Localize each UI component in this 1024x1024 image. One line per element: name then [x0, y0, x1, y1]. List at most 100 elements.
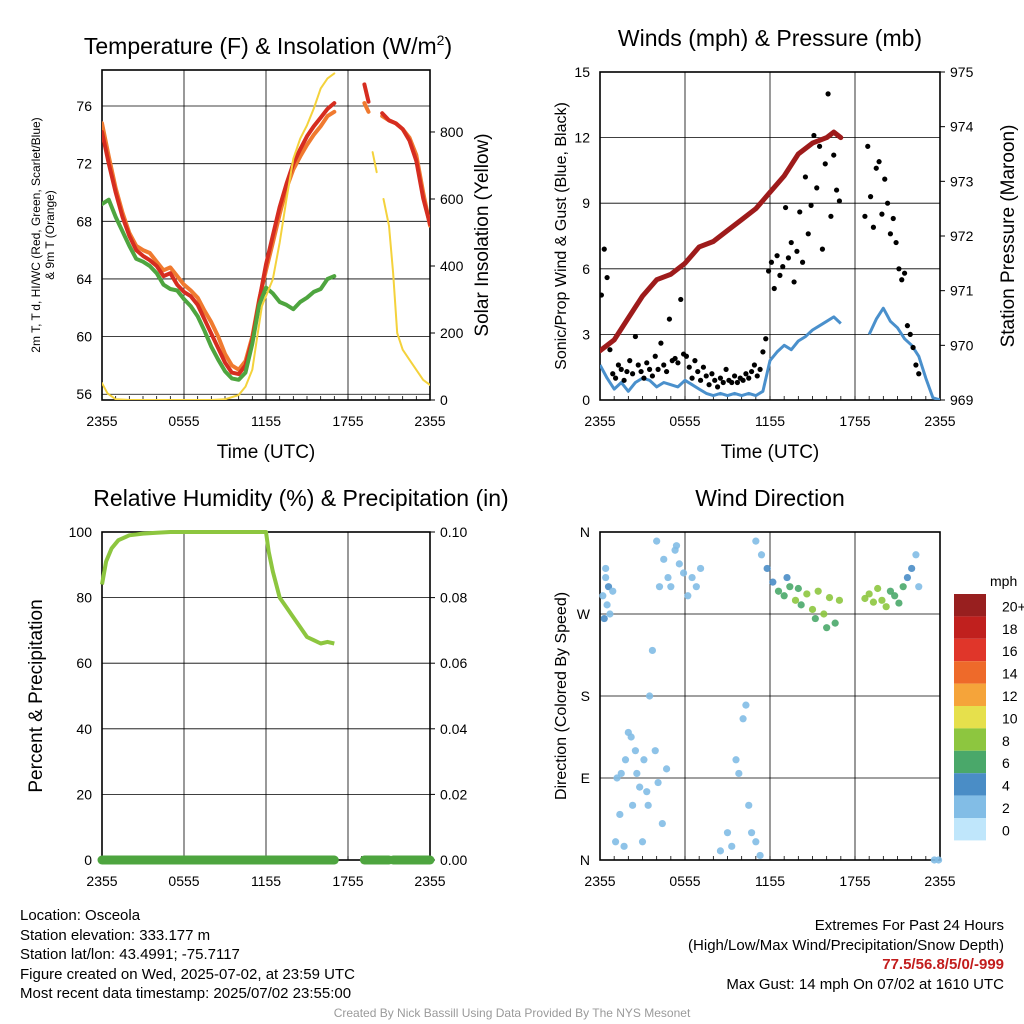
series-line-2	[102, 197, 337, 382]
gust-point	[887, 231, 894, 237]
panel-winds: 0 3 6 9 12 15 969 970 971 972 973 974 975 2355 0555 115…	[553, 25, 1019, 463]
legend-label: 16	[1002, 643, 1018, 659]
direction-point	[723, 829, 732, 837]
series-group	[97, 530, 435, 865]
direction-point	[692, 583, 700, 591]
y-right-tick-label: 975	[950, 64, 974, 80]
sonic-wind-line	[867, 306, 940, 400]
legend-label: 4	[1002, 778, 1010, 794]
direction-point	[903, 573, 912, 582]
direction-point	[617, 769, 625, 778]
gust-point	[607, 347, 613, 353]
gust-point	[867, 194, 874, 200]
gust-point	[672, 355, 678, 362]
direction-point	[660, 555, 668, 563]
extremes-subtitle: (High/Low/Max Wind/Precipitation/Snow De…	[688, 936, 1004, 954]
direction-point	[655, 583, 664, 591]
direction-point	[752, 537, 760, 545]
gust-point	[822, 161, 828, 167]
gust-point	[825, 91, 831, 97]
series-line-1	[380, 111, 430, 227]
gust-point	[624, 368, 630, 375]
y-right-tick-label: 400	[440, 258, 464, 274]
direction-point	[628, 801, 637, 809]
gust-point	[692, 358, 698, 364]
gust-point	[717, 375, 724, 381]
gust-point	[836, 198, 843, 204]
legend-swatch	[954, 750, 986, 774]
y-tick-label: S	[581, 688, 590, 704]
direction-point	[640, 756, 648, 764]
legend-label: 6	[1002, 755, 1010, 771]
direction-point	[797, 601, 805, 609]
y-right-tick-label: 0	[440, 392, 448, 408]
x-tick-label: 1755	[332, 413, 363, 429]
direction-point	[825, 594, 834, 602]
gust-point	[879, 211, 885, 217]
direction-point	[613, 774, 621, 782]
x-tick-label: 0555	[168, 413, 199, 429]
direction-point	[616, 810, 624, 819]
direction-point	[609, 587, 617, 595]
legend-swatch	[954, 706, 986, 729]
y-tick-label: 68	[76, 213, 92, 229]
direction-point	[865, 590, 873, 598]
series-line-3	[382, 198, 430, 386]
gust-point	[814, 185, 820, 191]
gust-point	[893, 239, 899, 246]
direction-point	[811, 614, 819, 623]
direction-point	[835, 596, 844, 604]
y-right-tick-label: 0.02	[440, 786, 467, 802]
gust-point	[697, 377, 704, 383]
direction-point	[747, 829, 756, 837]
gust-point	[876, 159, 882, 165]
legend-label: 14	[1002, 666, 1018, 682]
y-right-tick-label: 972	[950, 228, 974, 244]
gust-point	[600, 292, 605, 298]
direction-point	[742, 701, 750, 709]
direction-point	[621, 756, 630, 764]
x-tick-label: 1755	[332, 873, 363, 889]
direction-point	[899, 583, 907, 591]
direction-point	[644, 801, 652, 809]
gust-point	[610, 371, 616, 377]
direction-point	[878, 596, 886, 604]
gust-point	[644, 360, 650, 366]
direction-point	[662, 765, 671, 773]
direction-point	[814, 587, 822, 595]
gust-point	[916, 371, 922, 377]
x-tick-label: 1155	[755, 413, 785, 429]
direction-point	[808, 605, 817, 614]
gust-point	[751, 362, 758, 368]
direction-point	[791, 596, 800, 604]
direction-point	[820, 610, 828, 618]
direction-point	[664, 573, 672, 582]
panel-humidity: 0 20 40 60 80 100 0.00 0.02 0.04 0.06 0.08 0.10 2355…	[26, 485, 509, 889]
y-axis-label-2: & 9m T (Orange)	[43, 190, 57, 280]
direction-point	[732, 756, 740, 764]
station-info: Location: Osceola Station elevation: 333…	[20, 906, 355, 1004]
gust-point	[828, 213, 834, 219]
direction-point	[636, 783, 644, 791]
gust-point	[661, 362, 667, 368]
gust-point	[632, 333, 639, 340]
direction-point	[599, 592, 607, 600]
gust-point	[712, 377, 718, 383]
y-tick-label: 40	[76, 721, 92, 737]
gust-point	[709, 371, 715, 377]
direction-point	[745, 801, 753, 809]
series-line-1	[362, 82, 371, 104]
extremes-values: 77.5/56.8/5/0/-999	[882, 956, 1004, 973]
y-tick-label: 20	[76, 786, 92, 802]
direction-point	[602, 573, 610, 582]
gust-point	[760, 349, 766, 355]
chart-title: Winds (mph) & Pressure (mb)	[618, 25, 922, 51]
direction-point	[716, 847, 725, 855]
gust-point	[831, 152, 837, 158]
gust-point	[754, 373, 760, 379]
gust-point	[884, 200, 891, 206]
station-latlon: Station lat/lon: 43.4991; -75.7117	[20, 946, 240, 963]
gust-point	[743, 371, 749, 377]
y-tick-label: 72	[76, 156, 92, 172]
y-tick-label: 60	[76, 329, 92, 345]
